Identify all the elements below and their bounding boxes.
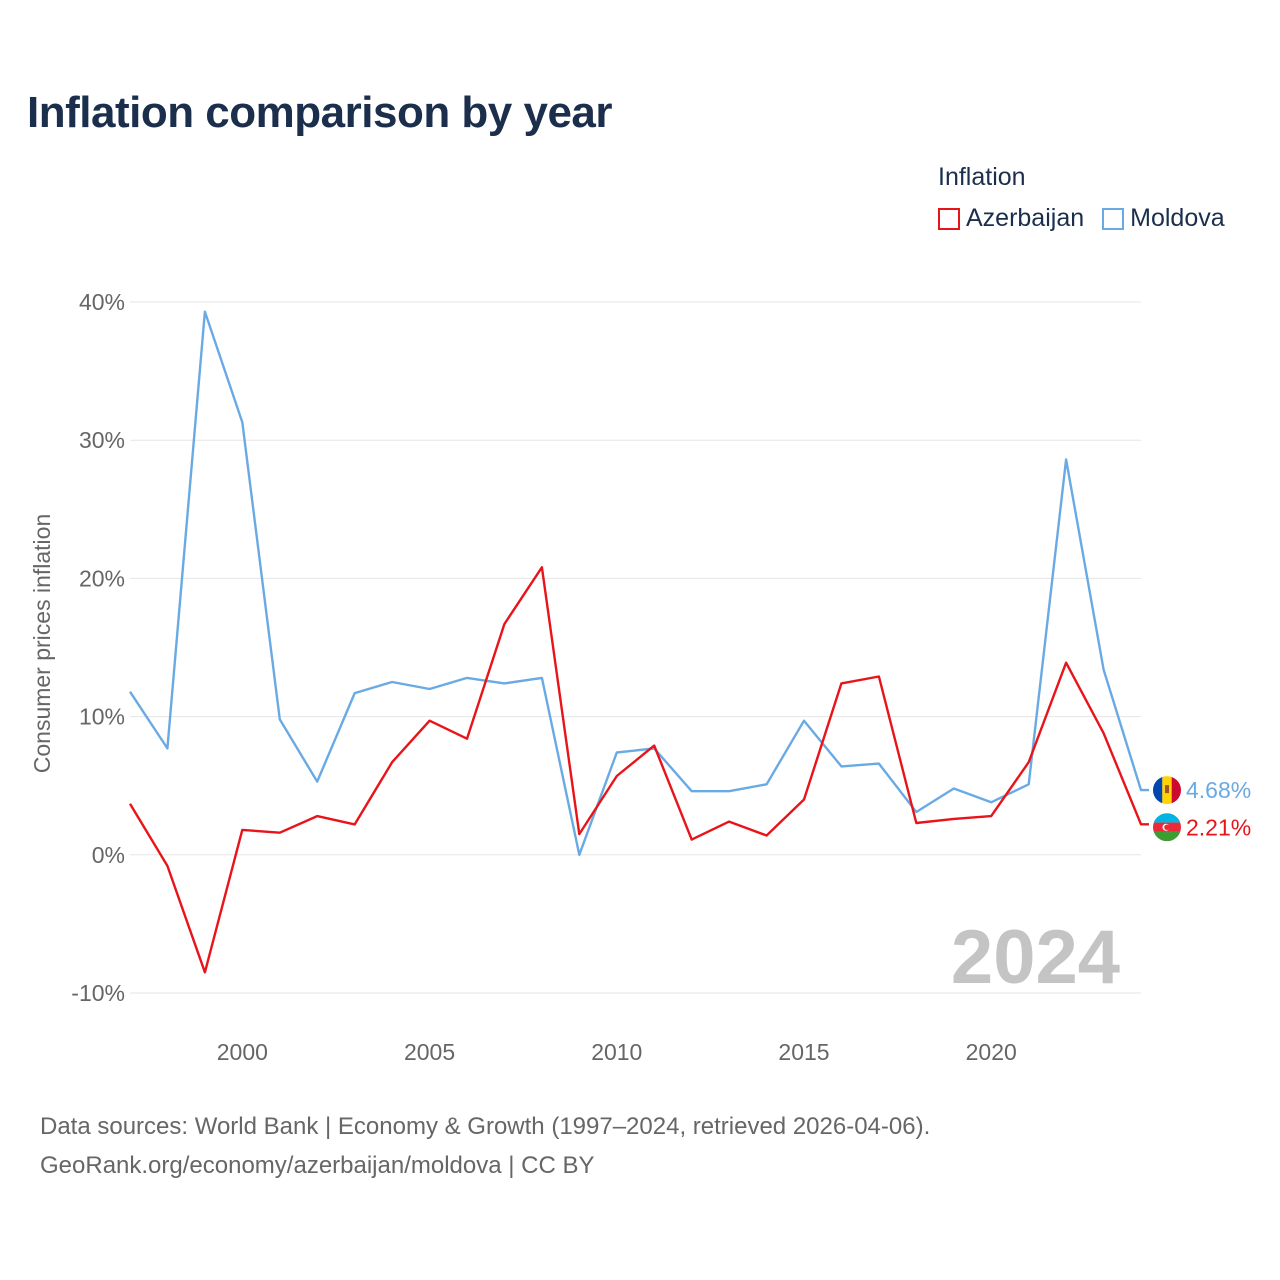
y-tick-label: 40% [79,289,125,315]
y-tick-label: 20% [79,565,125,591]
series-line-azerbaijan[interactable] [128,566,1149,974]
flag-stripe [1171,776,1181,805]
footer-sources: Data sources: World Bank | Economy & Gro… [40,1113,931,1140]
series-line-moldova[interactable] [128,310,1149,856]
legend-label-azerbaijan: Azerbaijan [966,204,1085,232]
x-tick-label: 2000 [217,1039,268,1065]
legend-label-moldova: Moldova [1130,204,1225,232]
end-label-azerbaijan: 2.21% [1186,814,1251,840]
footer-link[interactable]: GeoRank.org/economy/azerbaijan/moldova |… [40,1152,595,1179]
flag-emblem [1165,785,1169,794]
moldova-flag-icon [1153,776,1181,805]
footer: Data sources: World Bank | Economy & Gro… [40,1107,930,1185]
azerbaijan-flag-icon [1153,813,1181,842]
flag-stripe [1153,776,1163,805]
chart-title: Inflation comparison by year [27,88,613,137]
y-tick-label: 0% [92,842,125,868]
flag-crescent-cut [1164,824,1170,831]
legend: Azerbaijan Moldova [938,204,1225,233]
x-tick-label: 2010 [591,1039,642,1065]
flag-stripe [1153,813,1181,823]
y-tick-label: 10% [79,704,125,730]
legend-swatch-moldova [1102,207,1125,230]
legend-item-moldova[interactable]: Moldova [1102,204,1225,233]
y-axis-label: Consumer prices inflation [29,514,55,774]
flag-stripe [1153,831,1181,842]
legend-item-azerbaijan[interactable]: Azerbaijan [938,204,1084,233]
legend-title: Inflation [938,163,1026,191]
x-tick-label: 2015 [778,1039,829,1065]
y-tick-label: -10% [71,980,125,1006]
x-tick-label: 2020 [966,1039,1017,1065]
legend-swatch-azerbaijan [938,207,960,230]
year-annotation: 2024 [951,915,1120,1000]
y-tick-label: 30% [79,427,125,453]
end-label-moldova: 4.68% [1186,777,1251,803]
x-tick-label: 2005 [404,1039,455,1065]
